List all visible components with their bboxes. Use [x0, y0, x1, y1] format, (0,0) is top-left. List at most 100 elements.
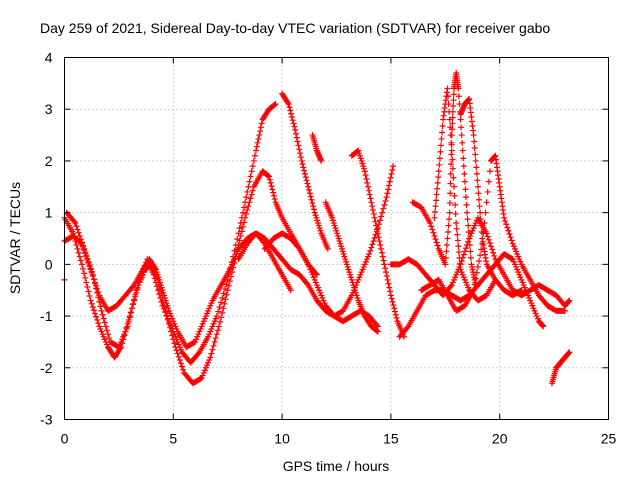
- data-point: [268, 183, 275, 190]
- data-point: [362, 172, 369, 179]
- series-s6: [309, 132, 325, 164]
- data-point: [446, 199, 453, 206]
- data-point: [485, 178, 492, 185]
- data-point: [459, 139, 466, 146]
- data-point: [470, 132, 477, 139]
- data-point: [462, 186, 469, 193]
- data-point: [100, 315, 107, 322]
- data-point: [448, 139, 455, 146]
- data-point: [241, 204, 248, 211]
- data-point: [388, 295, 395, 302]
- data-point: [125, 316, 132, 323]
- data-point: [447, 170, 454, 177]
- series-s8: [322, 199, 381, 335]
- data-point: [102, 323, 109, 330]
- data-point: [385, 186, 392, 193]
- data-point: [98, 307, 105, 314]
- data-point: [213, 331, 220, 338]
- data-point: [433, 239, 440, 246]
- data-point: [373, 222, 380, 229]
- data-point: [86, 293, 93, 300]
- data-point: [99, 311, 106, 318]
- data-point: [127, 309, 134, 316]
- data-point: [174, 350, 181, 357]
- data-point: [77, 257, 84, 264]
- data-point: [267, 179, 274, 186]
- data-point: [465, 229, 472, 236]
- data-point: [471, 138, 478, 145]
- data-point: [386, 284, 393, 291]
- data-point: [310, 206, 317, 213]
- data-point: [163, 312, 170, 319]
- data-point: [389, 298, 396, 305]
- data-point: [122, 328, 129, 335]
- data-point: [93, 285, 100, 292]
- data-point: [448, 147, 455, 154]
- data-point: [445, 222, 452, 229]
- data-point: [437, 148, 444, 155]
- data-point: [120, 336, 127, 343]
- data-point: [79, 242, 86, 249]
- data-point: [378, 249, 385, 256]
- data-point: [95, 289, 102, 296]
- data-point: [306, 187, 313, 194]
- data-point: [270, 189, 277, 196]
- data-point: [387, 292, 394, 299]
- data-point: [490, 249, 497, 256]
- x-tick-labels: 0 5 10 15 20 25: [61, 431, 617, 447]
- data-point: [130, 301, 137, 308]
- data-point: [471, 145, 478, 151]
- data-point: [433, 191, 440, 198]
- data-point: [462, 245, 469, 252]
- data-point: [249, 163, 256, 170]
- data-point: [219, 309, 226, 316]
- data-point: [284, 99, 291, 106]
- data-point: [73, 223, 80, 230]
- data-point: [72, 219, 79, 226]
- data-point: [446, 116, 453, 123]
- data-point: [368, 199, 375, 206]
- data-point: [300, 164, 307, 171]
- data-point: [427, 219, 434, 226]
- data-point: [448, 161, 455, 168]
- data-point: [217, 299, 224, 306]
- data-point: [484, 188, 491, 195]
- data-point: [476, 258, 483, 265]
- data-point: [450, 97, 457, 104]
- data-point: [467, 254, 474, 261]
- data-point: [477, 216, 484, 223]
- data-point: [243, 194, 250, 201]
- data-point: [95, 320, 102, 327]
- data-point: [472, 282, 479, 289]
- data-point: [364, 179, 371, 186]
- data-point: [381, 201, 388, 208]
- data-point: [444, 85, 451, 92]
- data-point: [179, 363, 186, 370]
- data-point: [243, 210, 250, 217]
- data-point: [150, 271, 157, 278]
- data-point: [213, 313, 220, 320]
- series-s2: [63, 168, 320, 387]
- data-point: [445, 101, 452, 108]
- data-point: [168, 325, 175, 332]
- data-point: [305, 183, 312, 190]
- data-point: [221, 285, 228, 292]
- data-point: [121, 332, 128, 339]
- data-point: [242, 199, 249, 206]
- data-point: [486, 168, 493, 175]
- data-point: [294, 138, 301, 145]
- data-point: [85, 258, 92, 265]
- data-point: [482, 209, 489, 216]
- data-point: [366, 251, 373, 258]
- data-point: [271, 101, 278, 108]
- data-point: [474, 183, 481, 190]
- data-point: [162, 309, 169, 316]
- data-point: [442, 261, 449, 268]
- data-point: [142, 262, 149, 269]
- data-point: [126, 313, 133, 320]
- data-point: [158, 298, 165, 305]
- series-s3: [61, 101, 279, 366]
- data-point: [508, 237, 515, 244]
- data-point: [255, 135, 262, 142]
- data-point: [390, 302, 397, 309]
